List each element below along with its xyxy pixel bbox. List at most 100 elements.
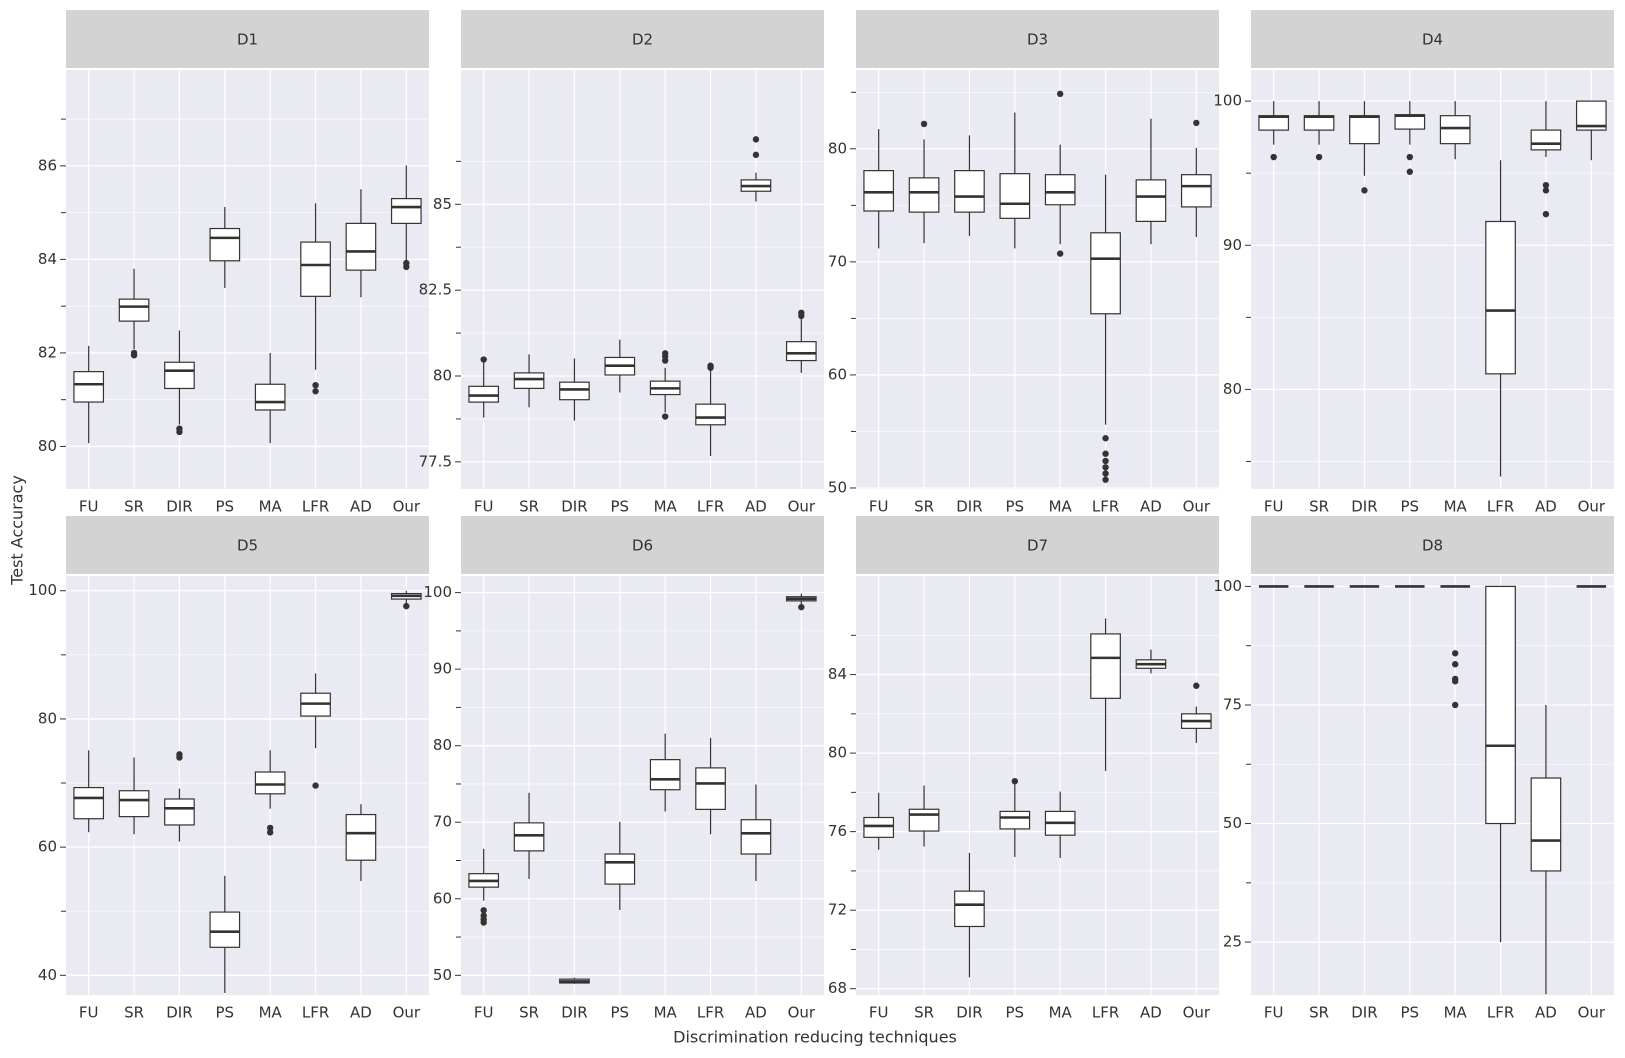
- box: [468, 385, 500, 403]
- x-tick-label: FU: [474, 1004, 494, 1022]
- x-tick-label: PS: [216, 498, 235, 516]
- y-tick-label: 84: [828, 665, 847, 683]
- y-tick-label: 50: [828, 478, 847, 496]
- strip: [66, 10, 429, 68]
- strip: [66, 516, 429, 574]
- y-tick-label: 60: [433, 889, 452, 907]
- box: [954, 170, 985, 213]
- x-tick-label: FU: [869, 498, 889, 516]
- outlier: [1193, 682, 1200, 689]
- outlier: [1542, 181, 1550, 189]
- x-tick-label: SR: [124, 1004, 144, 1022]
- panel-title: D6: [632, 537, 653, 555]
- y-tick-label: 100: [1213, 92, 1242, 110]
- x-tick-label: PS: [1006, 1004, 1025, 1022]
- y-axis-label: Test Accuracy: [8, 475, 27, 586]
- x-tick-label: Our: [393, 1004, 421, 1022]
- y-tick-label: 68: [828, 979, 847, 997]
- y-tick-label: 60: [38, 838, 57, 856]
- x-tick-label: DIR: [1351, 498, 1377, 516]
- x-tick-label: DIR: [956, 1004, 982, 1022]
- x-tick-label: AD: [745, 1004, 767, 1022]
- plot-area: [461, 576, 824, 995]
- y-tick-label: 90: [1223, 236, 1242, 254]
- box: [209, 911, 241, 948]
- x-tick-label: FU: [1264, 498, 1284, 516]
- box: [999, 173, 1031, 219]
- box: [254, 771, 286, 795]
- box: [559, 381, 590, 401]
- plot-area: [66, 70, 429, 489]
- x-tick-label: LFR: [1487, 1004, 1514, 1022]
- x-tick-label: PS: [1401, 1004, 1420, 1022]
- box: [1090, 232, 1121, 315]
- box: [73, 371, 105, 403]
- panel-title: D5: [237, 537, 258, 555]
- y-tick-label: 100: [1213, 577, 1242, 595]
- outlier: [1315, 153, 1323, 161]
- outlier: [1056, 250, 1064, 257]
- x-tick-label: MA: [654, 498, 678, 516]
- y-tick-label: 80: [38, 709, 57, 727]
- box: [740, 819, 772, 855]
- box: [1090, 633, 1121, 699]
- box: [118, 298, 150, 322]
- x-tick-label: MA: [259, 1004, 283, 1022]
- strip: [1251, 516, 1614, 574]
- outlier: [752, 151, 760, 159]
- panel-title: D8: [1422, 537, 1443, 555]
- x-tick-label: Our: [1183, 498, 1211, 516]
- x-tick-label: LFR: [1092, 1004, 1119, 1022]
- x-tick-label: LFR: [302, 1004, 329, 1022]
- box: [513, 372, 545, 389]
- outlier: [1011, 777, 1019, 785]
- box: [164, 798, 195, 826]
- outlier: [480, 907, 487, 914]
- x-tick-label: AD: [350, 498, 372, 516]
- outlier: [1102, 476, 1109, 483]
- y-tick-label: 76: [828, 822, 847, 840]
- box: [300, 241, 331, 297]
- outlier: [920, 120, 928, 128]
- y-tick-label: 100: [28, 581, 57, 599]
- outlier: [661, 357, 669, 364]
- outlier: [1102, 464, 1109, 471]
- x-tick-label: PS: [611, 1004, 630, 1022]
- outlier: [1542, 210, 1550, 218]
- x-tick-label: AD: [350, 1004, 372, 1022]
- outlier: [1193, 119, 1200, 127]
- x-tick-label: DIR: [956, 498, 982, 516]
- x-tick-label: Our: [788, 1004, 816, 1022]
- x-tick-label: LFR: [1487, 498, 1514, 516]
- x-tick-label: FU: [869, 1004, 889, 1022]
- x-tick-label: DIR: [561, 1004, 587, 1022]
- x-tick-label: MA: [654, 1004, 678, 1022]
- outlier: [1102, 435, 1109, 442]
- outlier: [1406, 168, 1414, 175]
- box: [1530, 129, 1562, 151]
- x-tick-label: SR: [124, 498, 144, 516]
- outlier: [1451, 650, 1459, 657]
- box: [1485, 585, 1516, 825]
- strip: [461, 516, 824, 574]
- strip: [461, 10, 824, 68]
- outlier: [1270, 153, 1277, 161]
- y-tick-label: 72: [828, 901, 847, 919]
- x-tick-label: DIR: [166, 1004, 192, 1022]
- x-tick-label: Our: [1183, 1004, 1211, 1022]
- box: [118, 790, 150, 818]
- x-tick-label: FU: [79, 498, 99, 516]
- outlier: [1056, 90, 1064, 98]
- panel-title: D4: [1422, 31, 1443, 49]
- x-tick-label: SR: [519, 498, 539, 516]
- x-tick-label: SR: [914, 498, 934, 516]
- box: [908, 177, 940, 213]
- x-tick-label: LFR: [697, 1004, 724, 1022]
- box: [1135, 179, 1167, 222]
- y-tick-label: 82: [38, 343, 57, 361]
- strip: [856, 10, 1219, 68]
- x-tick-label: PS: [1401, 498, 1420, 516]
- outlier: [1451, 701, 1459, 709]
- y-tick-label: 84: [38, 250, 57, 268]
